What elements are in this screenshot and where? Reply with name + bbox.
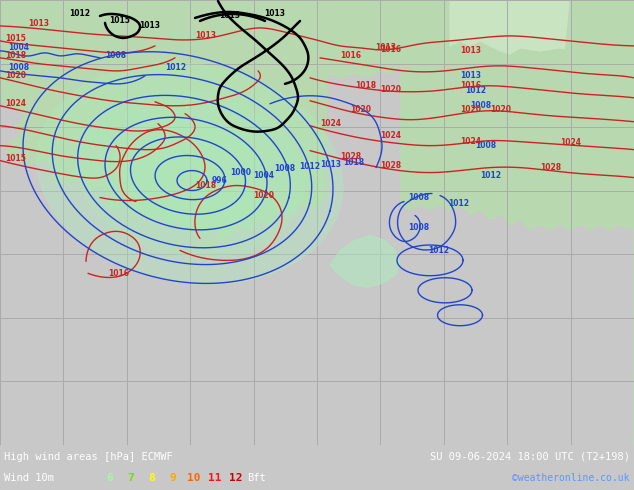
Text: 1020: 1020 — [350, 105, 371, 114]
Polygon shape — [558, 0, 634, 111]
Text: 1020: 1020 — [5, 72, 26, 80]
Text: 1020: 1020 — [253, 191, 274, 200]
Text: 1020: 1020 — [460, 105, 481, 114]
Text: 1013: 1013 — [139, 22, 160, 30]
Polygon shape — [330, 235, 400, 287]
Polygon shape — [0, 0, 634, 106]
Text: 1008: 1008 — [8, 63, 29, 73]
Text: 1012: 1012 — [70, 9, 91, 19]
Text: 11: 11 — [208, 473, 222, 483]
Text: 1008: 1008 — [408, 223, 429, 232]
Text: 1013: 1013 — [460, 47, 481, 55]
Text: 1012: 1012 — [428, 246, 449, 255]
Text: 1020: 1020 — [490, 105, 511, 114]
Text: 1024: 1024 — [380, 131, 401, 140]
Text: 12: 12 — [230, 473, 243, 483]
Text: 6: 6 — [107, 473, 113, 483]
Text: SU 09-06-2024 18:00 UTC (T2+198): SU 09-06-2024 18:00 UTC (T2+198) — [430, 452, 630, 462]
Polygon shape — [0, 0, 330, 241]
Text: 1004: 1004 — [253, 171, 274, 180]
Polygon shape — [0, 0, 175, 94]
Text: 1015: 1015 — [5, 34, 26, 44]
Text: 1018: 1018 — [343, 158, 364, 167]
Text: 1028: 1028 — [340, 152, 361, 161]
Text: Bft: Bft — [248, 473, 266, 483]
Text: 1013: 1013 — [28, 20, 49, 28]
Text: ©weatheronline.co.uk: ©weatheronline.co.uk — [512, 473, 630, 483]
Polygon shape — [450, 0, 634, 56]
Text: 1016: 1016 — [380, 46, 401, 54]
Text: 1013: 1013 — [219, 11, 240, 21]
Text: 7: 7 — [127, 473, 134, 483]
Text: 1013: 1013 — [460, 72, 481, 80]
Text: 1004: 1004 — [8, 44, 29, 52]
Polygon shape — [113, 118, 267, 229]
Text: 996: 996 — [212, 176, 228, 185]
Text: 1008: 1008 — [105, 51, 126, 60]
Text: High wind areas [hPa] ECMWF: High wind areas [hPa] ECMWF — [4, 452, 172, 462]
Text: 1012: 1012 — [299, 162, 320, 171]
Polygon shape — [500, 0, 634, 136]
Text: 1008: 1008 — [475, 141, 496, 150]
Text: 1024: 1024 — [560, 138, 581, 147]
Text: Wind 10m: Wind 10m — [4, 473, 54, 483]
Text: 1012: 1012 — [465, 86, 486, 95]
Text: 1028: 1028 — [380, 161, 401, 170]
Text: 1013: 1013 — [195, 31, 216, 40]
Text: 1018: 1018 — [195, 181, 216, 190]
Polygon shape — [385, 0, 634, 445]
Text: 1008: 1008 — [274, 164, 295, 173]
Text: 8: 8 — [148, 473, 155, 483]
Text: 1012: 1012 — [480, 171, 501, 180]
Text: 1024: 1024 — [5, 99, 26, 108]
Text: 1016: 1016 — [340, 51, 361, 60]
Text: 9: 9 — [170, 473, 176, 483]
Text: 1015: 1015 — [5, 154, 26, 163]
Polygon shape — [36, 62, 344, 285]
Text: 1018: 1018 — [5, 51, 26, 60]
Text: 1016: 1016 — [108, 269, 129, 278]
Text: 1008: 1008 — [470, 101, 491, 110]
Text: 1024: 1024 — [460, 137, 481, 146]
Text: 1012: 1012 — [165, 63, 186, 73]
Text: 1013: 1013 — [375, 44, 396, 52]
Text: 1000: 1000 — [230, 168, 251, 177]
Text: 1015: 1015 — [110, 17, 131, 25]
Text: 1028: 1028 — [540, 163, 561, 172]
Text: 1018: 1018 — [355, 81, 376, 90]
Text: 1008: 1008 — [408, 193, 429, 202]
Text: 1016: 1016 — [460, 81, 481, 90]
Text: 1020: 1020 — [380, 85, 401, 94]
Text: 1013: 1013 — [320, 160, 341, 169]
Text: 1012: 1012 — [448, 199, 469, 208]
Polygon shape — [400, 0, 634, 230]
Text: 1024: 1024 — [320, 119, 341, 128]
Text: 1013: 1013 — [264, 9, 285, 19]
Polygon shape — [75, 90, 306, 257]
Text: 10: 10 — [187, 473, 201, 483]
